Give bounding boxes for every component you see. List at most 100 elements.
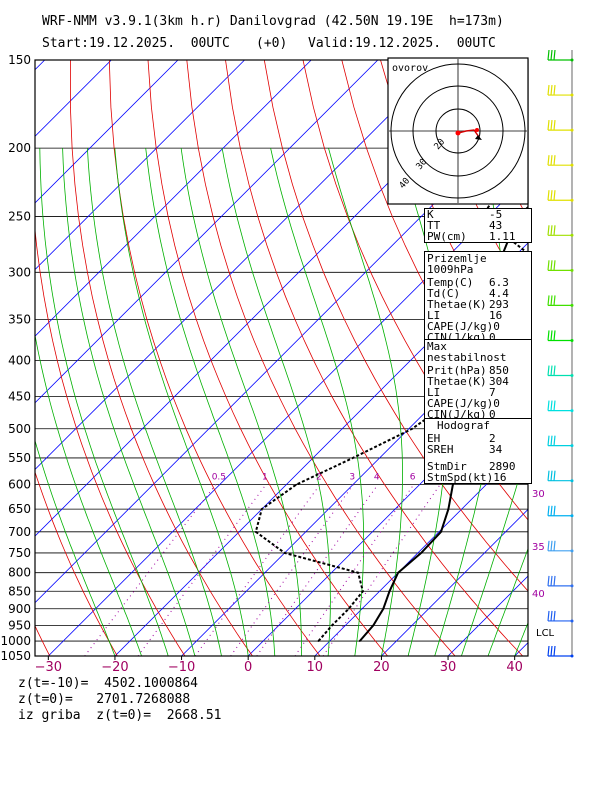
mixing-ratio-line bbox=[230, 484, 354, 656]
instability-row: LI 7 bbox=[427, 386, 496, 399]
moist-adiabat-line bbox=[35, 439, 116, 656]
isotherm-line bbox=[247, 375, 528, 656]
valid-text: Valid:19.12.2025. 00UTC bbox=[308, 36, 496, 51]
footer-line-2: z(t=0)= 2701.7268088 bbox=[18, 692, 191, 707]
temperature-profile-point bbox=[447, 508, 450, 510]
hodograf-panel: Hodograf EH 2 SREH 34 StmDir 2890 StmSpd(kt… bbox=[424, 418, 532, 484]
dry-adiabat-line bbox=[35, 470, 118, 656]
wind-barb bbox=[547, 190, 574, 202]
storm-motion-marker bbox=[475, 135, 482, 140]
surface-row: CIN(J/kg) 0 bbox=[427, 331, 496, 344]
isotherm-line bbox=[35, 60, 245, 271]
surface-row: Temp(C) 6.3 bbox=[427, 276, 509, 289]
hodograph-trace bbox=[457, 129, 480, 138]
isotherm-line bbox=[581, 60, 600, 656]
isotherm-line bbox=[48, 175, 528, 656]
dry-adiabat-line bbox=[574, 60, 600, 656]
dry-adiabat-line bbox=[536, 60, 600, 656]
x-tick-label: 10 bbox=[307, 660, 324, 675]
footer-line-3: iz griba z(t=0)= 2668.51 bbox=[18, 708, 222, 723]
wind-barb bbox=[547, 540, 574, 553]
pressure-tick-label: 1050 bbox=[0, 649, 31, 663]
temperature-profile-point bbox=[382, 608, 385, 610]
moist-adiabat-line bbox=[62, 148, 196, 656]
pressure-tick-label: 700 bbox=[8, 525, 31, 539]
moist-adiabat-line bbox=[145, 148, 276, 656]
instability-row: Prit(hPa) 850 bbox=[427, 364, 509, 377]
temperature-profile-point bbox=[358, 640, 361, 642]
dry-adiabat-line bbox=[35, 226, 186, 656]
dewpoint-profile-point bbox=[261, 508, 263, 510]
wind-barb bbox=[547, 610, 574, 623]
isotherm-line bbox=[314, 442, 528, 656]
pressure-tick-label: 500 bbox=[8, 422, 31, 436]
indices-panel: K -5 TT 43 PW(cm) 1.11 bbox=[424, 208, 532, 243]
isotherm-line bbox=[35, 60, 379, 404]
wind-barb bbox=[547, 645, 574, 658]
dry-adiabat-line bbox=[147, 60, 388, 656]
x-tick-label: 40 bbox=[506, 660, 523, 675]
mixing-ratio-label: 0.5 bbox=[212, 473, 226, 483]
hodograf-row: StmSpd(kt) 16 bbox=[427, 471, 507, 484]
wind-barb bbox=[547, 505, 574, 518]
mixing-ratio-label: 4 bbox=[374, 473, 380, 483]
mixing-ratio-label: 2 bbox=[316, 473, 322, 483]
index-row: K -5 bbox=[427, 208, 503, 221]
instability-row: CAPE(J/kg) 0 bbox=[427, 397, 500, 410]
surface-row: LI 16 bbox=[427, 309, 503, 322]
dewpoint-profile-point bbox=[255, 531, 257, 533]
side-label: LCL bbox=[536, 628, 555, 639]
surface-row: Td(C) 4.4 bbox=[427, 287, 509, 300]
index-row: TT 43 bbox=[427, 219, 503, 232]
dry-adiabat-line bbox=[186, 60, 456, 656]
wind-barb bbox=[547, 84, 574, 97]
moist-adiabat-line bbox=[487, 547, 528, 656]
dewpoint-profile-point bbox=[411, 428, 413, 430]
moist-adiabat-line bbox=[180, 148, 302, 656]
dewpoint-profile-point bbox=[347, 608, 350, 610]
pressure-tick-label: 350 bbox=[8, 313, 31, 327]
index-row: PW(cm) 1.11 bbox=[427, 230, 516, 243]
moist-adiabat-line bbox=[87, 148, 222, 656]
moist-adiabat-line bbox=[461, 445, 528, 656]
dewpoint-profile-point bbox=[551, 272, 553, 274]
dry-adiabat-line bbox=[225, 60, 523, 656]
surface-panel-title: Prizemlje 1009hPa bbox=[427, 252, 487, 276]
x-tick-label: 0 bbox=[244, 660, 252, 675]
x-tick-label: −30 bbox=[35, 660, 62, 675]
instability-panel-title: Max nestabilnost bbox=[427, 340, 507, 364]
pressure-tick-label: 300 bbox=[8, 265, 31, 279]
surface-panel: Prizemlje 1009hPa Temp(C) 6.3 Td(C) 4.4 Th… bbox=[424, 251, 532, 344]
instability-row: CIN(J/kg) 0 bbox=[427, 408, 496, 421]
instability-row: Thetae(K) 304 bbox=[427, 375, 509, 388]
isotherm-line bbox=[381, 508, 528, 656]
temperature-profile-point bbox=[397, 571, 399, 574]
dewpoint-profile-point bbox=[357, 571, 359, 574]
moist-adiabat-line bbox=[39, 148, 169, 656]
pressure-tick-label: 850 bbox=[8, 584, 31, 598]
wind-barb bbox=[547, 470, 574, 483]
dry-adiabat-line bbox=[302, 60, 528, 521]
mixing-ratio-line bbox=[256, 484, 379, 656]
footer-line-1: z(t=-10)= 4502.1000864 bbox=[18, 676, 199, 691]
chart-axes: 1502002503003504004505005506006507007508… bbox=[0, 53, 554, 675]
pressure-tick-label: 750 bbox=[8, 546, 31, 560]
wind-barb bbox=[547, 49, 574, 62]
pressure-tick-label: 600 bbox=[8, 478, 31, 492]
temperature-profile-point bbox=[388, 590, 391, 593]
moist-adiabat-line bbox=[270, 148, 365, 656]
pressure-tick-label: 450 bbox=[8, 389, 31, 403]
x-tick-label: 30 bbox=[440, 660, 457, 675]
dewpoint-profile bbox=[254, 152, 528, 642]
mixing-ratio-label: 1 bbox=[262, 473, 268, 483]
temperature-profile-point bbox=[372, 624, 375, 627]
isotherm-line bbox=[35, 60, 179, 204]
wind-barb bbox=[547, 575, 574, 588]
hodograf-row: StmDir 2890 bbox=[427, 460, 516, 473]
side-label: 30 bbox=[532, 489, 545, 500]
dry-adiabat-line bbox=[341, 60, 528, 449]
x-tick-label: −20 bbox=[101, 660, 128, 675]
isotherm-line bbox=[35, 60, 445, 471]
wind-barb bbox=[547, 120, 574, 132]
dewpoint-profile-point bbox=[295, 483, 298, 486]
